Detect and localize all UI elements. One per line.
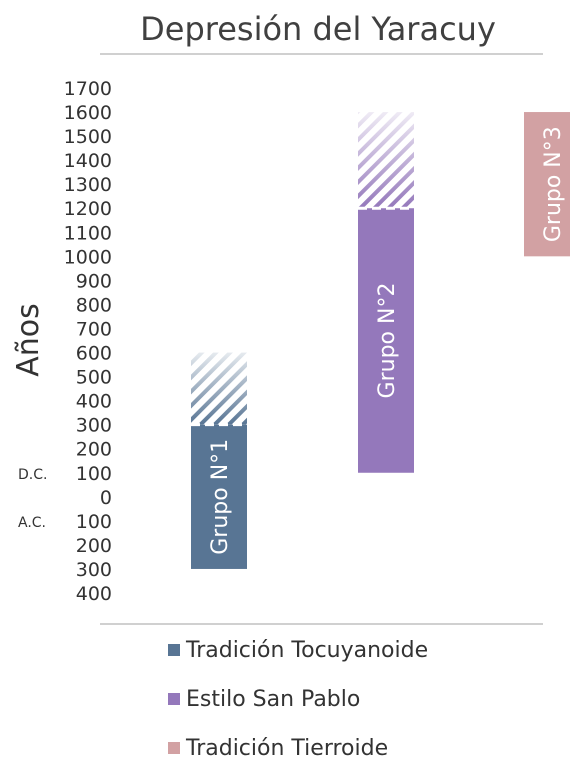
bar-3-label: Grupo N°3 xyxy=(541,126,566,242)
y-tick-label: 200 xyxy=(76,439,112,461)
y-tick-label: 1100 xyxy=(64,222,112,244)
era-label-ac: A.C. xyxy=(18,515,46,531)
chart-title: Depresión del Yaracuy xyxy=(140,10,496,48)
bar-3 xyxy=(524,112,570,257)
y-axis-ticks: 1700160015001400130012001100100090080070… xyxy=(18,78,112,605)
y-tick-label: 300 xyxy=(76,559,112,581)
y-tick-label: 1400 xyxy=(64,150,112,172)
y-tick-label: 500 xyxy=(76,367,112,389)
y-tick-label: 1700 xyxy=(64,78,112,100)
y-tick-label: 1600 xyxy=(64,102,112,124)
y-tick-label: 200 xyxy=(76,535,112,557)
y-tick-label: 700 xyxy=(76,318,112,340)
legend-swatch xyxy=(168,644,180,656)
bar-2-uncertain-extension xyxy=(358,112,414,209)
y-tick-label: 100 xyxy=(76,511,112,533)
legend-swatch xyxy=(168,742,180,754)
y-tick-label: 1000 xyxy=(64,246,112,268)
legend-swatch xyxy=(168,693,180,705)
legend: Tradición Tocuyanoide Estilo San Pablo Tra… xyxy=(168,638,428,761)
y-tick-label: 400 xyxy=(76,583,112,605)
bar-1-label: Grupo N°1 xyxy=(208,439,233,555)
bar-1 xyxy=(191,424,247,569)
y-tick-label: 600 xyxy=(76,343,112,365)
legend-label: Estilo San Pablo xyxy=(186,687,360,712)
y-tick-label: 300 xyxy=(76,415,112,437)
y-tick-label: 800 xyxy=(76,294,112,316)
y-axis-label: Años xyxy=(11,303,46,377)
bars: Grupo N°1 Grupo N°2 Grupo N°3 xyxy=(191,112,570,569)
legend-label: Tradición Tocuyanoide xyxy=(185,638,428,663)
legend-label: Tradición Tierroide xyxy=(185,736,388,761)
y-tick-label: 100 xyxy=(76,463,112,485)
bar-2-label: Grupo N°2 xyxy=(375,283,400,399)
y-tick-label: 1300 xyxy=(64,174,112,196)
y-tick-label: 1200 xyxy=(64,198,112,220)
y-tick-label: 0 xyxy=(100,487,112,509)
y-tick-label: 900 xyxy=(76,270,112,292)
era-label-dc: D.C. xyxy=(18,467,47,483)
y-tick-label: 1500 xyxy=(64,126,112,148)
bar-2 xyxy=(358,208,414,473)
bar-1-uncertain-extension xyxy=(191,352,247,425)
y-tick-label: 400 xyxy=(76,391,112,413)
